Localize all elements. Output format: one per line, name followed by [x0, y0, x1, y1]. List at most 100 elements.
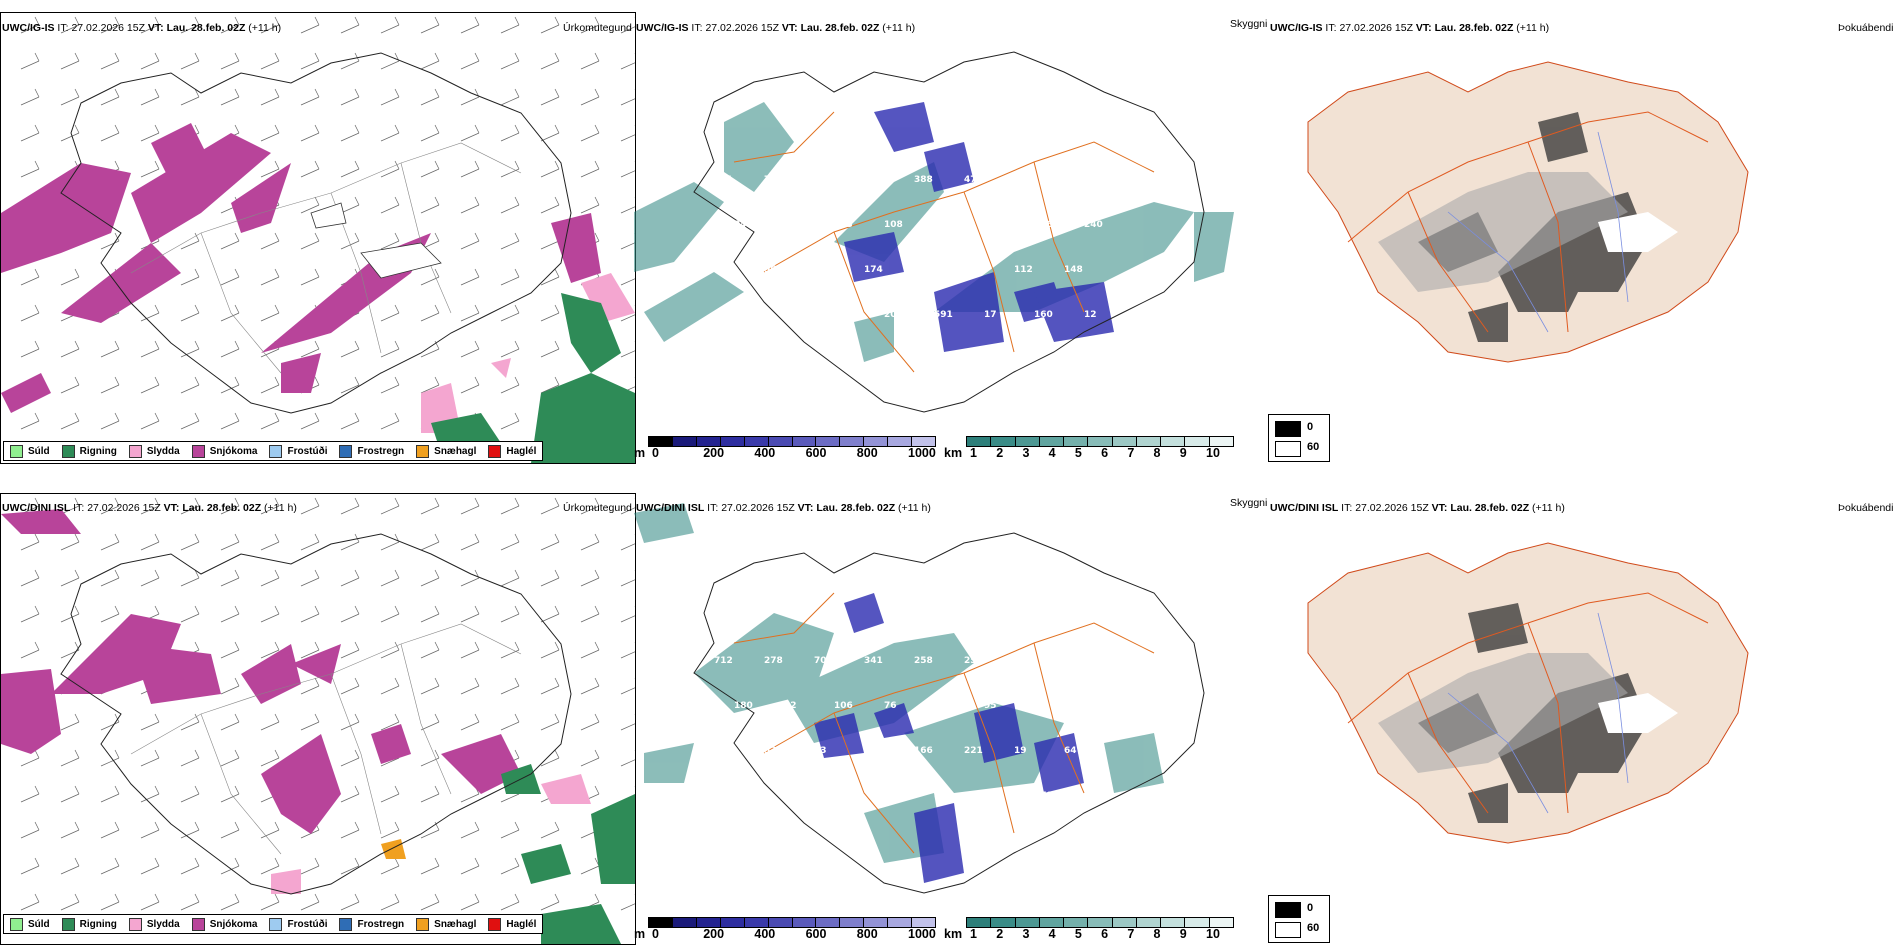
legend-swatch [61, 917, 75, 931]
legend-label: Súld [28, 445, 50, 457]
wind-barb [60, 785, 80, 803]
cloud-base-label: 251 [964, 656, 983, 666]
wind-barb [180, 569, 200, 587]
wind-barb [580, 677, 600, 695]
colorbar-segment [1161, 437, 1186, 446]
wind-barb [180, 232, 200, 250]
cloud-base-label: 591 [934, 310, 953, 320]
visibility-colorbar-bottom: km 1 2 3 4 5 6 7 8 9 10 [944, 917, 1234, 943]
wind-barb [340, 641, 360, 659]
visibility-color-strip [966, 917, 1234, 928]
legend-swatch [269, 444, 283, 458]
cloud-base-label: 109 [1084, 701, 1103, 711]
wind-barb [260, 821, 280, 839]
colorbar-tick-label: 0 [652, 927, 659, 941]
fog-title-bottom: Þokuábendi [1838, 502, 1894, 514]
wind-barb [140, 340, 160, 358]
legend-label: Snæhagl [434, 445, 477, 457]
colorbar-segment [840, 437, 865, 446]
wind-barb [140, 893, 160, 911]
cloud-base-label: 93 [814, 746, 827, 756]
cloud-base-label: 96 [764, 265, 777, 275]
legend-swatch [416, 444, 430, 458]
wind-barb [540, 160, 560, 178]
cloud-base-label: 12 [1084, 310, 1097, 320]
wind-barb [380, 785, 400, 803]
colorbar-tick-label: 10 [1206, 927, 1220, 941]
wind-barb [260, 268, 280, 286]
wind-barb [540, 821, 560, 839]
colorbar-segment [720, 437, 745, 446]
colorbar-segment [967, 437, 992, 446]
wind-barb [180, 52, 200, 70]
wind-barb [420, 641, 440, 659]
wind-barb [460, 533, 480, 551]
fog-dark-swatch [1275, 421, 1301, 437]
wind-barb [580, 857, 600, 875]
cloud-base-label: 87 [784, 220, 797, 230]
wind-barb [140, 749, 160, 767]
wind-barb [60, 641, 80, 659]
colorbar-segment [768, 437, 793, 446]
legend-item-slydda: Slydda [128, 917, 180, 931]
wind-barb [300, 268, 320, 286]
wind-barb [620, 125, 635, 142]
cloud-map-graphic-top: 561 72 908 49 388 474 209 154 94 87 103 108 143 134 17… [634, 51, 1234, 413]
precip-map-graphic-top [1, 16, 635, 463]
visibility-colorbar-top: km 1 2 3 4 5 6 7 8 9 10 [944, 436, 1234, 462]
fog-light-value: 60 [1307, 922, 1320, 934]
legend-item-rigning: Rigning [61, 917, 117, 931]
colorbar-segment [744, 918, 769, 927]
wind-barb [20, 160, 40, 178]
wind-barb [260, 533, 280, 551]
wind-barb [500, 304, 520, 322]
wind-barb [620, 714, 635, 731]
cloud-base-label: 154 [1064, 175, 1083, 185]
fog-legend-bottom: 0 60 [1268, 895, 1330, 943]
cloud-base-label: 17 [984, 310, 997, 320]
wind-barb [420, 52, 440, 70]
wind-barb [180, 268, 200, 286]
wind-barb [340, 16, 360, 34]
cloud-base-label: 96 [784, 310, 797, 320]
cloud-base-label: 67 [1034, 701, 1047, 711]
wind-barb [260, 232, 280, 250]
colorbar-segment [792, 918, 817, 927]
wind-barb [540, 749, 560, 767]
wind-barb [180, 340, 200, 358]
legend-swatch [10, 917, 23, 931]
colorbar-tick-label: 800 [856, 446, 878, 460]
wind-barb [340, 605, 360, 623]
wind-barb [380, 857, 400, 875]
wind-barb [20, 893, 40, 911]
wind-barb [100, 713, 120, 731]
colorbar-tick-label: 9 [1179, 927, 1187, 941]
wind-barb [60, 124, 80, 142]
wind-barb [60, 533, 80, 551]
cloud-base-label: 504 [714, 265, 733, 275]
wind-barb [340, 88, 360, 106]
colorbar-tick-label: 1000 [908, 927, 936, 941]
colorbar-segment [1112, 437, 1137, 446]
wind-barb [60, 268, 80, 286]
wind-barb [500, 677, 520, 695]
wind-barb [140, 376, 160, 394]
wind-barb [180, 533, 200, 551]
wind-barb [420, 268, 440, 286]
wind-barb [180, 304, 200, 322]
colorbar-segment [1039, 437, 1065, 446]
iceland-outline [60, 533, 572, 895]
wind-barb [180, 785, 200, 803]
wind-barb [460, 52, 480, 70]
wind-barb [420, 857, 440, 875]
wind-barb [620, 678, 635, 695]
wind-barb [180, 605, 200, 623]
fog-dark-value: 0 [1307, 902, 1314, 914]
wind-barb [540, 497, 560, 515]
cloud-base-color-strip [648, 917, 936, 928]
wind-barb [260, 641, 280, 659]
wind-barb [260, 124, 280, 142]
legend-label: Frostregn [357, 445, 405, 457]
wind-barb [340, 52, 360, 70]
wind-barb [500, 52, 520, 70]
